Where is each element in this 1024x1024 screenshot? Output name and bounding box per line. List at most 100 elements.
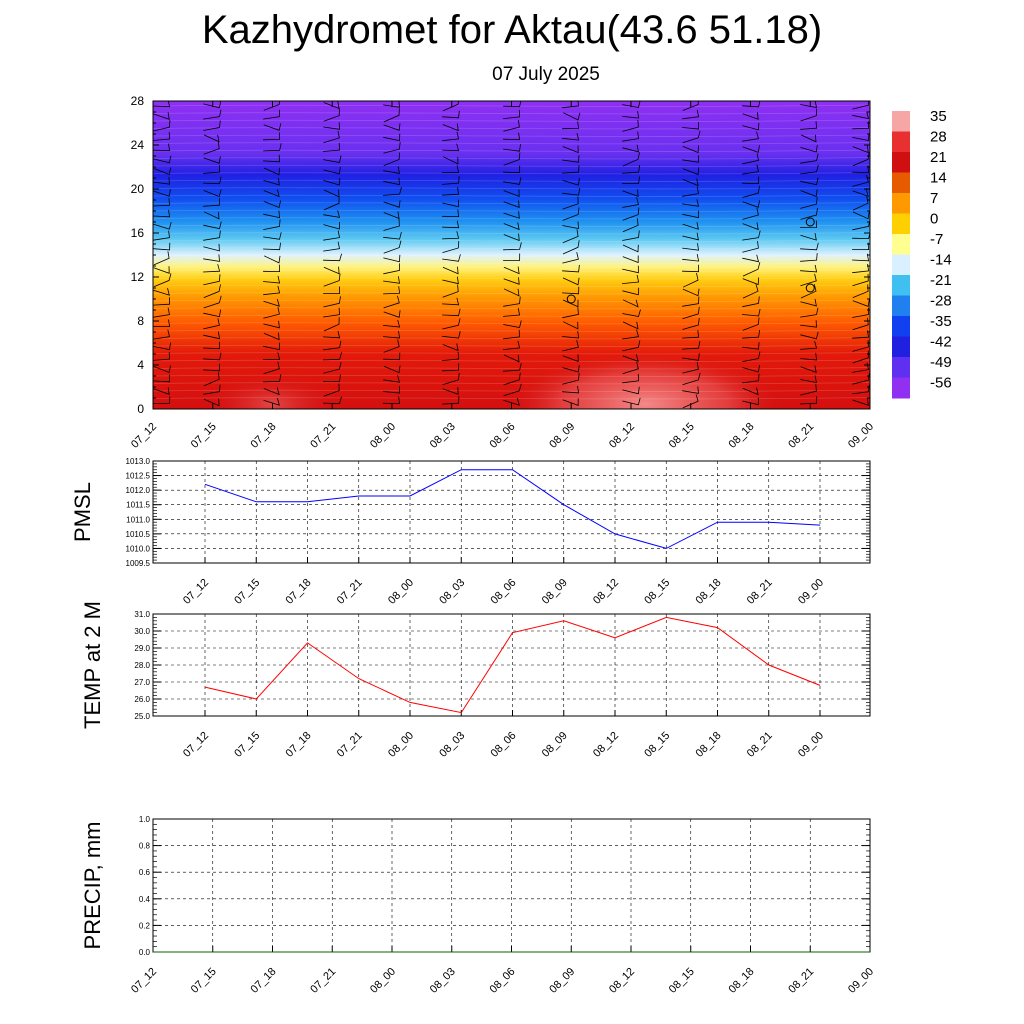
wind-barb: [800, 233, 817, 241]
wind-barb: [442, 331, 461, 339]
colorbar-label: 28: [930, 129, 947, 146]
wind-barb: [562, 145, 579, 154]
wind-barb: [263, 177, 280, 186]
wind-barb: [263, 123, 282, 131]
colorbar-swatch: [892, 213, 910, 235]
colorbar-label: -7: [930, 231, 943, 248]
contour-line: [153, 374, 870, 377]
wind-barb: [852, 101, 869, 110]
colorbar-swatch: [892, 377, 910, 399]
wind-barb: [562, 286, 580, 295]
x-tick-label: 08_09: [547, 966, 577, 996]
wind-barb: [852, 211, 870, 220]
colorbar-swatch: [892, 193, 910, 214]
y-tick-label: 28.0: [134, 661, 150, 670]
wind-barb: [263, 352, 281, 360]
wind-barb: [263, 275, 281, 284]
wind-barb: [263, 264, 281, 273]
x-tick-label: 07_18: [284, 577, 314, 607]
y-tick-label: 20: [131, 182, 145, 196]
wind-barb: [562, 373, 580, 385]
wind-barb: [852, 253, 870, 262]
wind-barb: [383, 263, 400, 275]
wind-barb: [682, 306, 700, 320]
wind-barb: [442, 209, 460, 218]
y-tick-label: 8: [137, 314, 144, 328]
wind-barb: [503, 320, 522, 328]
colorbar-swatch: [892, 357, 910, 378]
wind-barb: [323, 396, 342, 405]
wind-barb: [800, 220, 818, 228]
wind-barb: [800, 320, 817, 328]
temp-panel: 31.0 30.0 29.0 28.0 27.0 26.0 25.0 07_12 07_15 07…: [80, 601, 871, 760]
wind-barb: [442, 131, 460, 142]
wind-barb: [682, 273, 699, 288]
wind-barb: [562, 321, 579, 330]
colorbar: 35 28 21 14 7 0 -7 -14 -21 -28 -35 -42 -49 -56: [892, 108, 952, 399]
wind-barb: [742, 364, 760, 373]
colorbar-label: -42: [930, 334, 952, 351]
wind-barb: [442, 396, 460, 405]
y-tick-label: 16: [131, 226, 145, 240]
wind-barb: [383, 108, 400, 123]
wind-barb: [562, 196, 579, 210]
wind-barb: [263, 387, 280, 396]
wind-barb: [800, 375, 818, 384]
wind-barb: [742, 330, 760, 339]
x-tick-label: 08_15: [642, 730, 672, 760]
contour-line: [153, 329, 870, 332]
wind-barb: [622, 299, 639, 308]
wind-barb: [323, 317, 340, 332]
wind-barb: [442, 110, 460, 119]
contour-line: [153, 172, 870, 175]
wind-barb: [682, 186, 699, 197]
wind-barb: [442, 351, 460, 361]
wind-barb: [742, 387, 759, 396]
wind-barb: [383, 365, 401, 374]
wind-barb: [153, 155, 172, 164]
wind-barb: [383, 186, 402, 196]
wind-barb: [852, 111, 870, 120]
y-axis-label: PMSL: [70, 482, 95, 542]
x-tick-label: 08_12: [607, 421, 637, 451]
wind-barb: [153, 101, 171, 108]
wind-barb: [323, 155, 342, 163]
wind-barb: [153, 177, 170, 185]
wind-barb: [622, 101, 641, 108]
wind-barb: [153, 329, 170, 340]
y-tick-label: 1010.0: [126, 544, 151, 553]
wind-barb: [800, 101, 818, 109]
wind-barb: [622, 111, 640, 119]
wind-barb: [742, 164, 759, 175]
wind-barb: [742, 296, 760, 308]
x-tick-label: 07_21: [308, 421, 338, 451]
contour-line: [153, 187, 870, 190]
wind-barb: [442, 372, 460, 386]
wind-barb: [383, 240, 402, 254]
wind-barb: [383, 319, 401, 328]
y-tick-label: 0.8: [139, 842, 151, 851]
colorbar-swatch: [892, 295, 910, 317]
wind-barb: [203, 352, 222, 361]
wind-barb: [263, 255, 281, 264]
wind-barb: [800, 144, 818, 153]
wind-barb: [153, 251, 170, 266]
wind-barb: [203, 274, 221, 286]
wind-barb: [203, 331, 220, 340]
wind-barb: [682, 232, 699, 241]
wind-barb: [800, 352, 818, 361]
wind-barb: [742, 262, 761, 277]
wind-barb: [503, 177, 522, 185]
contour-line: [153, 299, 870, 302]
contour-line: [153, 367, 870, 370]
y-tick-label: 1012.5: [126, 472, 151, 481]
contour-line: [153, 277, 870, 280]
wind-barb: [203, 363, 220, 372]
wind-barb: [622, 361, 639, 375]
wind-barb: [383, 375, 401, 383]
wind-barb: [800, 340, 818, 350]
wind-barb: [742, 222, 759, 231]
wind-barb: [383, 200, 401, 208]
y-tick-label: 1012.0: [126, 486, 151, 495]
wind-barb: [153, 189, 171, 197]
